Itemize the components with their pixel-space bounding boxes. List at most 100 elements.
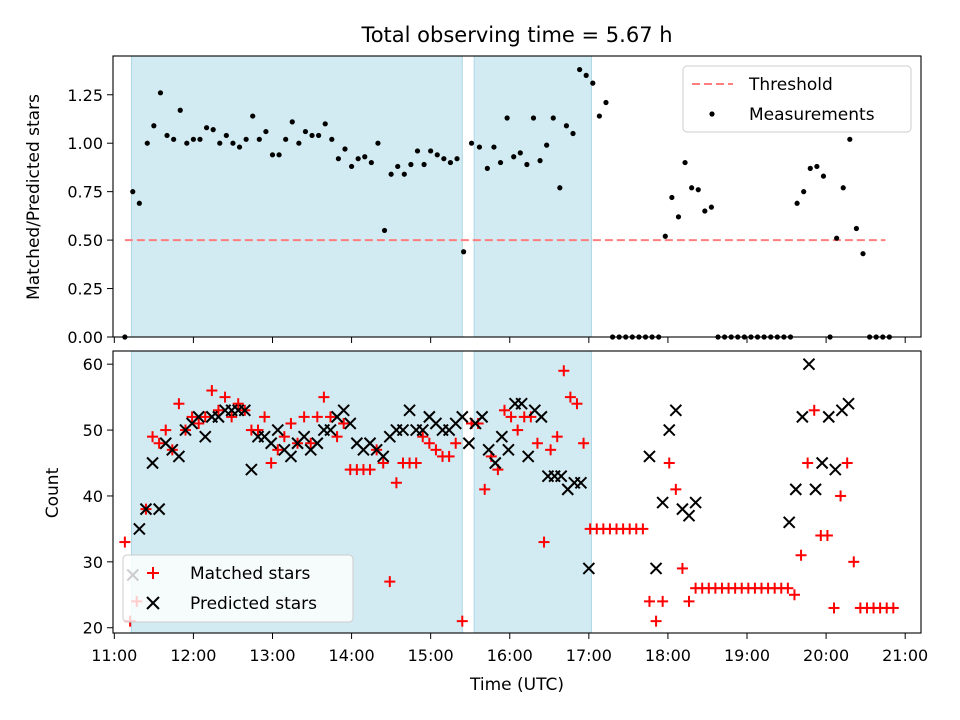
predicted-star-marker [782, 516, 796, 529]
measurement-point [814, 163, 820, 170]
predicted-star-marker [822, 410, 835, 424]
measurement-point [414, 148, 421, 154]
matched-star-marker [802, 457, 814, 469]
matched-star-marker [571, 398, 583, 410]
predicted-star-marker [643, 450, 656, 463]
measurement-point [590, 80, 596, 86]
measurement-point [596, 113, 602, 119]
measurement-point [421, 161, 427, 168]
measurement-point [210, 127, 216, 133]
bottom-y-tick-label: 20 [83, 619, 103, 638]
measurement-point [682, 159, 688, 166]
matched-star-marker [538, 536, 550, 548]
matched-star-marker [835, 490, 847, 502]
predicted-star-marker [489, 456, 502, 470]
predicted-star-marker [789, 483, 802, 496]
matched-star-marker [119, 536, 131, 548]
top-shaded-interval [130, 55, 463, 338]
matched-star-marker [450, 437, 462, 449]
matched-star-marker [841, 457, 853, 469]
predicted-star-marker [809, 483, 822, 496]
matched-star-marker [186, 411, 198, 423]
legend-threshold-label: Threshold [748, 75, 833, 95]
measurement-point [342, 146, 348, 152]
matched-star-marker [505, 411, 517, 423]
matched-star-marker [252, 424, 264, 436]
matched-star-marker [410, 457, 422, 469]
predicted-star-marker [502, 443, 515, 457]
predicted-star-marker [377, 450, 390, 463]
measurement-points [122, 66, 892, 340]
predicted-star-marker [521, 450, 535, 463]
measurement-point [820, 173, 827, 179]
bottom-y-tick-label: 60 [83, 355, 103, 374]
matched-star-marker [160, 424, 172, 436]
matched-star-marker [390, 477, 402, 489]
predicted-star-marker [337, 404, 350, 417]
top-y-tick-label: 0.25 [67, 280, 103, 299]
matched-star-marker [272, 444, 284, 456]
matched-star-marker [212, 404, 224, 416]
measurement-point [702, 208, 708, 214]
matched-star-marker [298, 411, 310, 423]
measurement-point [669, 194, 675, 201]
predicted-star-marker [515, 397, 528, 410]
legend-measurement-swatch [709, 111, 715, 117]
bottom-legend: Matched stars Predicted stars [122, 554, 354, 623]
matched-star-marker [848, 556, 860, 568]
predicted-star-marker [311, 437, 324, 450]
measurement-point [557, 185, 563, 191]
matched-star-marker [531, 437, 543, 449]
measurement-point [368, 159, 374, 166]
predicted-star-marker [146, 456, 159, 470]
x-tick-label: 17:00 [566, 646, 612, 665]
matched-star-marker [828, 602, 840, 614]
predicted-star-marker [199, 430, 212, 443]
matched-star-marker [377, 457, 389, 469]
matched-star-marker [637, 523, 649, 535]
measurement-point [708, 204, 715, 210]
top-y-axis-label: Matched/Predicted stars [24, 94, 44, 300]
measurement-point [577, 66, 583, 73]
measurement-point [276, 152, 282, 158]
measurement-point [454, 156, 460, 162]
matched-star-marker [331, 431, 343, 443]
predicted-star-marker [403, 404, 416, 417]
predicted-star-marker [482, 443, 495, 457]
predicted-star-marker [815, 456, 829, 470]
predicted-star-marker [139, 502, 153, 516]
measurement-point [151, 123, 157, 129]
predicted-star-marker [462, 437, 476, 450]
measurement-point [434, 152, 440, 158]
matched-star-marker [498, 404, 510, 416]
bottom-legend-box [122, 554, 354, 623]
matched-star-marker [232, 398, 244, 410]
predicted-star-marker [324, 423, 337, 437]
matched-star-marker [564, 391, 576, 403]
matched-star-marker [676, 562, 688, 574]
measurement-point [517, 150, 523, 156]
legend-measurements-label: Measurements [749, 105, 875, 125]
measurement-point [256, 136, 262, 142]
matched-star-marker [147, 431, 159, 443]
measurement-point [504, 115, 510, 121]
matched-star-marker [788, 589, 800, 601]
predicted-star-marker [172, 450, 186, 463]
measurement-point [171, 136, 177, 142]
measurement-point [164, 132, 170, 139]
predicted-star-marker [152, 502, 166, 516]
matched-star-marker [226, 411, 238, 423]
measurement-point [794, 200, 800, 206]
bottom-panel: Count Time (UTC) 20 30 40 50 60 11:00 12:00 13:… [43, 350, 928, 695]
measurement-point [381, 227, 388, 234]
measurement-point [801, 189, 807, 195]
predicted-star-marker [495, 430, 509, 443]
top-y-tick-label: 0.75 [67, 183, 103, 202]
measurement-point [537, 158, 543, 164]
top-legend: Threshold Measurements [682, 65, 912, 133]
chart-title: Total observing time = 5.67 h [360, 23, 672, 47]
bottom-shaded-interval [473, 350, 592, 634]
measurement-point [428, 148, 434, 154]
top-shaded-interval [473, 55, 592, 338]
measurement-point [236, 144, 243, 150]
